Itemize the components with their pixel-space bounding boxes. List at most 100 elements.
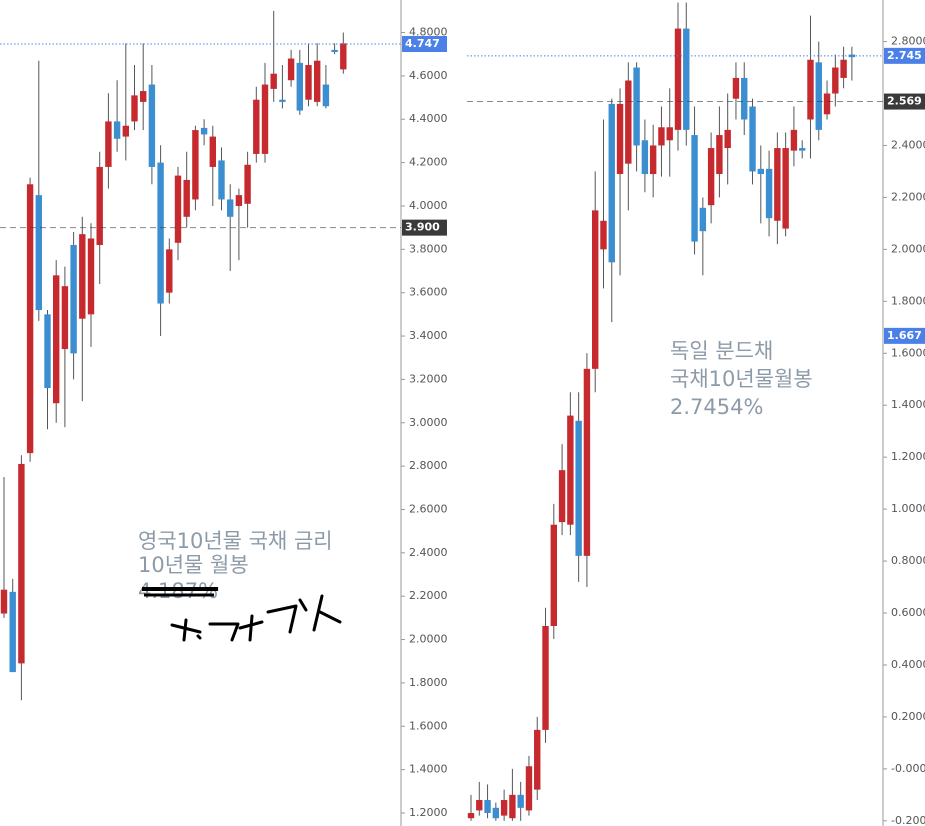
candle-body [757,168,764,175]
y-tick-label: 2.8000 [409,459,448,472]
candle-body [253,99,260,154]
candle-body [848,54,856,58]
candle-body [699,207,707,232]
panel-gap [447,0,467,826]
annotation: 독일 분드채 [670,339,773,363]
candle-body [492,807,500,819]
candle-body [567,415,574,525]
y-tick-label: 0.6000 [891,606,925,619]
y-tick-label: 0.8000 [891,554,925,567]
y-tick-label: 1.8000 [409,676,448,689]
candle-body [18,463,25,664]
candle-body [331,49,338,53]
candle-body [658,127,665,146]
candle-body [799,148,806,151]
candle-body [279,99,286,102]
price-label-box [884,93,925,110]
candle-body [500,800,508,816]
candle-body [183,179,190,217]
candle-body [61,286,69,350]
y-tick-label: 2.4000 [891,138,925,151]
candle-body [649,145,657,175]
y-tick-label: 1.8000 [891,294,925,307]
candle-body [26,184,34,454]
candle-body [575,420,582,556]
candle-body [542,625,549,730]
y-tick-label: -0.0000 [891,762,925,775]
candle-body [509,794,516,819]
y-tick-label: 2.8000 [891,35,925,48]
candle-body [625,80,632,164]
candle-body [0,589,8,614]
candle-body [616,103,624,175]
candle-body [832,67,839,94]
candle-body [583,368,591,556]
candle-body [592,210,599,369]
candle-body [741,77,748,120]
candle-body [287,58,295,81]
candle-body [235,195,243,206]
y-tick-label: 3.2000 [409,372,448,385]
price-label: 3.900 [405,221,440,234]
candle-body [641,140,649,175]
y-tick-label: 1.4000 [891,398,925,411]
y-tick-label: 2.2000 [891,190,925,203]
y-tick-label: 3.6000 [409,286,448,299]
candle-body [140,91,147,102]
candle-body [70,244,77,354]
candle-body [305,65,312,100]
candle-body [87,238,95,315]
candle-body [550,524,557,626]
price-label-box [402,36,447,53]
y-tick-label: 3.4000 [409,329,448,342]
candle-body [674,28,682,130]
candle-body [44,314,51,389]
candle-body [716,135,723,175]
candle-body [148,84,156,167]
price-label: 4.747 [405,37,440,50]
candle-body [476,800,483,811]
candle-body [707,148,715,206]
candle-body [244,164,251,204]
price-label-box [884,47,925,64]
candle-body [633,67,640,146]
candle-body [79,234,86,319]
candle-body [131,95,138,122]
annotation: 10년물 월봉 [138,553,249,577]
candle-body [314,60,321,102]
candle-body [467,813,475,819]
candle-body [558,470,566,523]
candle-body [683,28,690,130]
candle-body [666,127,673,141]
candle-body [270,73,277,89]
y-tick-label: 4.4000 [409,112,448,125]
price-label: 2.745 [887,49,922,62]
y-tick-label: 2.0000 [409,633,448,646]
candle-body [122,125,129,137]
candle-body [782,148,789,229]
y-tick-label: 3.8000 [409,242,448,255]
candle-body [534,729,541,790]
candle-body [749,106,756,172]
y-tick-label: 1.2000 [409,806,448,819]
candle-body [200,127,208,135]
annotation: 국채10년물월봉 [670,367,813,391]
candle-body [209,136,216,167]
y-tick-label: 0.2000 [891,710,925,723]
candle-body [608,103,615,263]
candle-body [840,59,847,78]
candle-body [35,195,42,311]
y-tick-label: 4.0000 [409,199,448,212]
candle-body [218,160,225,200]
candle-body [105,121,112,167]
candle-body [774,148,781,221]
annotation: 2.7454% [670,395,763,419]
candle-body [815,62,822,130]
candle-body [732,77,740,99]
candle-body [192,130,199,200]
y-tick-label: 3.0000 [409,416,448,429]
y-tick-label: 2.2000 [409,589,448,602]
candle-body [166,249,173,293]
candle-body [340,43,347,70]
candle-body [322,84,330,107]
